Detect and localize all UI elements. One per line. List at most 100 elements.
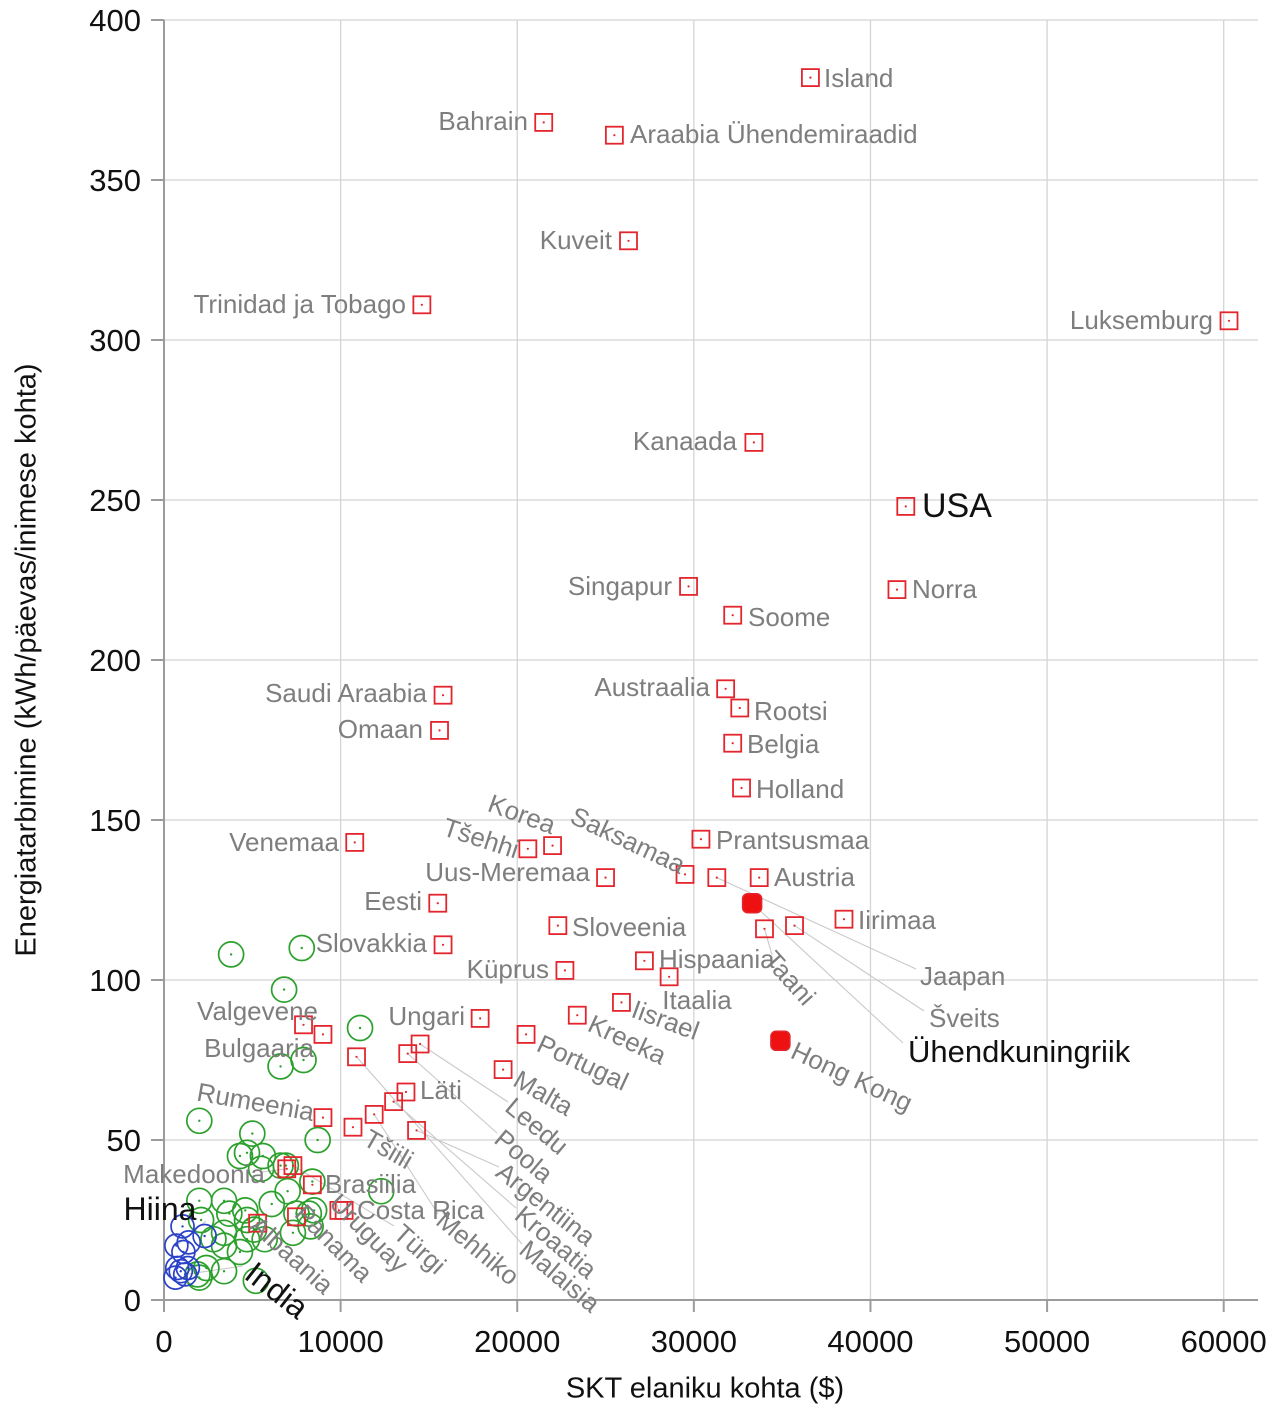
marker-dot-panama xyxy=(295,1215,298,1218)
green-circle-dot-1 xyxy=(300,946,303,950)
marker-bulgaaria xyxy=(313,1025,333,1044)
green-circle-27 xyxy=(233,1206,261,1234)
leader-line-kroaatia xyxy=(393,1101,517,1209)
marker-dot-kanaada xyxy=(752,441,756,444)
label-costa-rica: Costa Rica xyxy=(357,1195,485,1225)
marker-dot-saudi-araabia xyxy=(441,694,445,697)
green-circle-dot-16 xyxy=(380,1190,383,1193)
green-circle-39 xyxy=(242,1267,270,1295)
marker-norra xyxy=(887,580,907,599)
green-circle-dot-18 xyxy=(312,1209,316,1212)
marker-k-prus xyxy=(555,961,575,980)
marker-dot-prantsusmaa xyxy=(699,838,703,841)
marker-dot-albaania xyxy=(256,1222,259,1225)
green-circle-dot-26 xyxy=(244,1209,247,1212)
label-eesti: Eesti xyxy=(364,886,422,916)
green-circle-21 xyxy=(297,1213,324,1240)
y-tick-label-50: 50 xyxy=(107,1123,141,1158)
marker-albaania xyxy=(248,1213,268,1233)
green-circle-6 xyxy=(185,1107,213,1135)
marker-dot-korea xyxy=(551,844,554,847)
label-bahrain: Bahrain xyxy=(438,106,528,136)
green-circle-18 xyxy=(300,1197,328,1224)
blue-circle-8 xyxy=(163,1265,188,1290)
marker-taani xyxy=(755,919,774,939)
marker-korea xyxy=(543,836,562,855)
marker-dot-mehhiko xyxy=(373,1113,376,1116)
green-circle-dot-31 xyxy=(245,1238,249,1241)
marker-dot-argentiina xyxy=(415,1129,418,1132)
y-tick-label-400: 400 xyxy=(89,3,141,38)
green-circle-3 xyxy=(346,1014,374,1042)
green-circle-dot-9 xyxy=(238,1154,242,1158)
marker-dot-leedu xyxy=(418,1042,422,1046)
marker-rootsi xyxy=(730,698,750,718)
marker-iirimaa xyxy=(834,909,854,929)
label-hong-kong: Hong Kong xyxy=(787,1035,918,1117)
marker-kanaada xyxy=(744,432,764,452)
blue-circle-dot-6 xyxy=(179,1270,182,1273)
leader-line-mehhiko xyxy=(373,1114,439,1215)
green-circle-dot-21 xyxy=(309,1225,312,1228)
marker-dot-t-iili xyxy=(351,1126,355,1129)
marker-valgevene xyxy=(294,1015,313,1035)
marker-dot-l-ti xyxy=(404,1090,408,1094)
label-rumeenia: Rumeenia xyxy=(195,1077,317,1127)
y-tick-label-0: 0 xyxy=(124,1283,141,1318)
marker-austria xyxy=(749,868,769,887)
marker-dot-trinidad-ja-tobago xyxy=(420,303,423,306)
marker-dot-rootsi xyxy=(738,706,741,710)
y-tick-label-250: 250 xyxy=(89,483,141,518)
marker-dot-araabia-hendemiraadid xyxy=(613,134,616,137)
y-tick-label-100: 100 xyxy=(89,963,141,998)
marker-dot-singapur xyxy=(687,585,690,588)
green-circle-dot-13 xyxy=(279,1164,282,1167)
label-ungari: Ungari xyxy=(388,1001,465,1031)
marker-dot-valgevene xyxy=(302,1023,305,1026)
label-l-ti: Läti xyxy=(420,1075,462,1105)
marker-portugal xyxy=(516,1025,536,1044)
green-circle-dot-30 xyxy=(263,1238,266,1241)
green-circle-22 xyxy=(279,1219,307,1247)
green-circle-10 xyxy=(249,1142,277,1170)
label-iirimaa: Iirimaa xyxy=(858,905,937,935)
marker-mehhiko xyxy=(364,1105,384,1124)
marker-costa-rica xyxy=(334,1201,354,1220)
label-soome: Soome xyxy=(748,602,830,632)
marker-bahrain xyxy=(534,113,554,132)
green-circle-0 xyxy=(217,941,245,968)
marker-eesti xyxy=(428,893,448,913)
green-circle-dot-3 xyxy=(358,1026,362,1030)
marker-saksamaa xyxy=(675,865,695,884)
marker-dot-uruguay xyxy=(337,1209,340,1212)
marker-dot-iisrael xyxy=(620,1001,623,1004)
green-circle-dot-36 xyxy=(222,1270,226,1273)
label-norra: Norra xyxy=(912,574,978,604)
marker-dot-austraalia xyxy=(724,687,727,690)
green-circle-7 xyxy=(238,1120,266,1147)
green-circle-dot-25 xyxy=(228,1212,231,1215)
blue-circle-dot-9 xyxy=(186,1266,190,1270)
marker-dot-eesti xyxy=(436,902,439,905)
marker-venemaa xyxy=(345,833,365,852)
leader-line-jaapan xyxy=(716,877,917,970)
marker-dot-poola xyxy=(406,1052,409,1055)
marker-dot-ungari xyxy=(479,1017,482,1020)
marker-kreeka xyxy=(567,1005,587,1025)
label-brasiilia: Brasiilia xyxy=(325,1169,417,1199)
label-valgevene: Valgevene xyxy=(197,996,318,1026)
marker-dot-t-ehhi xyxy=(526,847,529,850)
green-circle-dot-34 xyxy=(222,1244,226,1247)
marker-dot-taani xyxy=(763,927,766,930)
marker-argentiina xyxy=(407,1121,426,1140)
leader-line-poola xyxy=(407,1053,498,1134)
y-tick-label-300: 300 xyxy=(89,323,141,358)
marker-jaapan xyxy=(707,868,727,887)
green-circle-2 xyxy=(270,976,298,1003)
green-circle-dot-20 xyxy=(295,1212,298,1215)
green-circle-dot-38 xyxy=(199,1218,203,1222)
y-tick-label-200: 200 xyxy=(89,643,141,678)
marker-dot-austria xyxy=(758,876,761,879)
green-circle-dot-40 xyxy=(198,1276,201,1279)
marker-uus-meremaa xyxy=(596,868,615,887)
